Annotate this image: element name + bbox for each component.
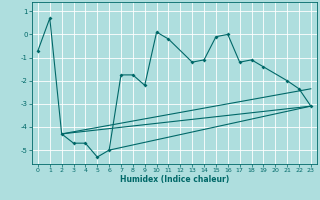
X-axis label: Humidex (Indice chaleur): Humidex (Indice chaleur) — [120, 175, 229, 184]
